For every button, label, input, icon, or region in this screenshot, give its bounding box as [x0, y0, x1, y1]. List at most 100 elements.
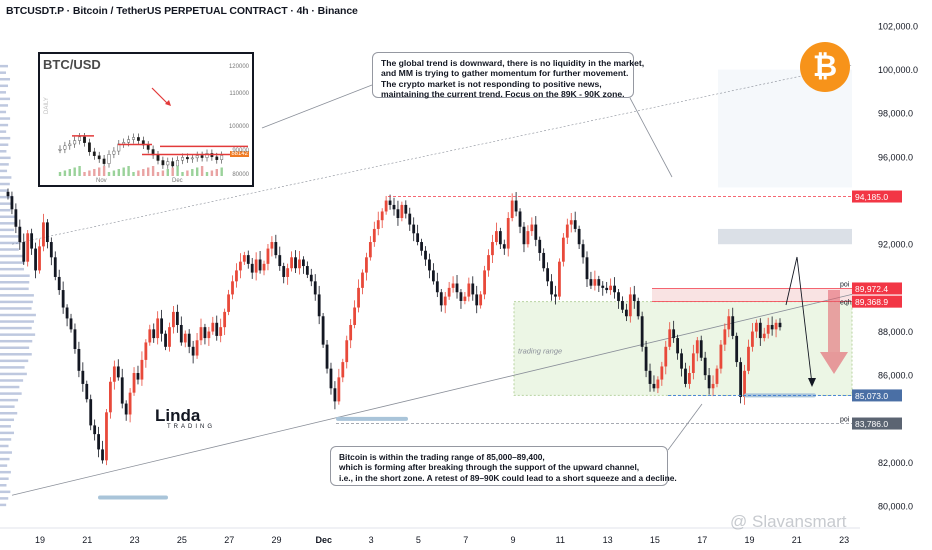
candle-down [388, 200, 392, 205]
volume-profile-bar [0, 143, 9, 146]
candle-up [341, 362, 345, 378]
candle-up [286, 268, 290, 277]
candle-down [778, 322, 782, 328]
inset-volume-bar [186, 170, 189, 176]
watermark: @ Slavansmart [730, 512, 847, 531]
candle-down [735, 335, 739, 363]
inset-volume-bar [73, 167, 76, 176]
candle-up [491, 242, 494, 256]
inset-candle [97, 155, 101, 160]
candle-up [227, 294, 230, 312]
candle-down [739, 362, 743, 398]
inset-volume-bar [142, 169, 145, 176]
candle-down [577, 228, 581, 245]
x-tick-label: 25 [177, 535, 187, 545]
volume-profile-bar [0, 202, 12, 205]
candle-down [585, 257, 589, 280]
candle-down [680, 353, 683, 369]
candle-down [632, 294, 636, 301]
y-tick-label: 86,000.0 [878, 371, 913, 381]
inset-candle [195, 155, 199, 159]
candle-down [617, 292, 620, 301]
candle-down [538, 239, 542, 253]
candle-down [302, 259, 305, 267]
inset-volume-bar [215, 169, 218, 176]
level-price-tag [852, 282, 902, 295]
candle-up [140, 359, 144, 380]
candle-up [195, 340, 199, 356]
x-tick-label: 3 [369, 535, 374, 545]
bitcoin-logo-icon: ₿ [800, 42, 850, 92]
volume-profile-bar [0, 176, 12, 179]
candle-down [573, 220, 577, 229]
level-price-tag [852, 190, 902, 203]
x-tick-label: 29 [271, 535, 281, 545]
candle-down [101, 449, 104, 461]
candle-down [34, 248, 37, 271]
volume-profile-bar [0, 104, 9, 107]
candle-down [644, 346, 648, 371]
volume-profile-bar [0, 307, 32, 310]
volume-profile-bar [0, 444, 9, 448]
candle-down [329, 368, 333, 389]
callout-global-trend: The global trend is downward, there is n… [372, 52, 644, 99]
candle-up [211, 322, 215, 332]
candle-up [172, 311, 175, 328]
candle-down [175, 311, 179, 325]
inset-volume-bar [127, 166, 130, 176]
volume-profile-bar [0, 169, 8, 173]
volume-profile-bar [0, 163, 9, 166]
candle-down [250, 263, 254, 273]
inset-volume-bar [58, 172, 62, 176]
inset-volume-bar [117, 169, 120, 176]
candle-down [498, 231, 502, 245]
volume-profile-bar [0, 287, 29, 291]
inset-candle [156, 154, 160, 161]
inset-candle [166, 161, 170, 166]
candle-up [668, 329, 672, 347]
level-price-tag [852, 417, 902, 430]
candle-down [648, 370, 652, 384]
volume-profile-bar [0, 457, 10, 461]
volume-profile-bar [0, 425, 11, 428]
candle-up [447, 287, 451, 297]
level-price-text: 89,972.4 [855, 284, 888, 294]
candle-up [558, 261, 561, 297]
candle-down [294, 257, 297, 269]
volume-profile-bar [0, 84, 9, 88]
inset-volume-bar [205, 172, 209, 176]
volume-profile-bar [0, 294, 34, 297]
candle-down [325, 344, 329, 369]
inset-volume-bar [68, 169, 71, 176]
candle-down [546, 268, 550, 282]
candle-down [18, 226, 22, 243]
candle-down [514, 200, 518, 212]
candle-up [561, 237, 565, 262]
candle-down [85, 383, 89, 400]
volume-profile-bar [0, 136, 11, 140]
candle-up [400, 204, 404, 219]
candle-up [754, 322, 758, 332]
x-tick-label: 19 [35, 535, 45, 545]
level-price-text: 83,786.0 [855, 419, 888, 429]
down-arrow-shaft [828, 290, 840, 352]
logo-sublabel: TRADING [167, 424, 215, 430]
candle-down [97, 434, 100, 450]
candle-down [274, 242, 278, 256]
inset-candle [132, 137, 135, 140]
volume-profile-bar [0, 333, 36, 336]
inset-candle [200, 155, 204, 158]
candle-up [479, 294, 483, 306]
candle-up [290, 257, 293, 269]
candle-up [337, 377, 341, 402]
x-tick-label: 19 [744, 535, 754, 545]
linda-trading-logo: Linda TRADING [155, 406, 215, 430]
logo-label: Linda [155, 406, 201, 425]
inset-y-tick: 110000 [229, 91, 249, 97]
candle-down [164, 333, 167, 347]
candle-down [124, 403, 128, 415]
candle-down [396, 209, 400, 219]
inset-volume-bar [166, 169, 169, 176]
candle-up [144, 342, 148, 360]
inset-volume-bar [200, 166, 204, 176]
